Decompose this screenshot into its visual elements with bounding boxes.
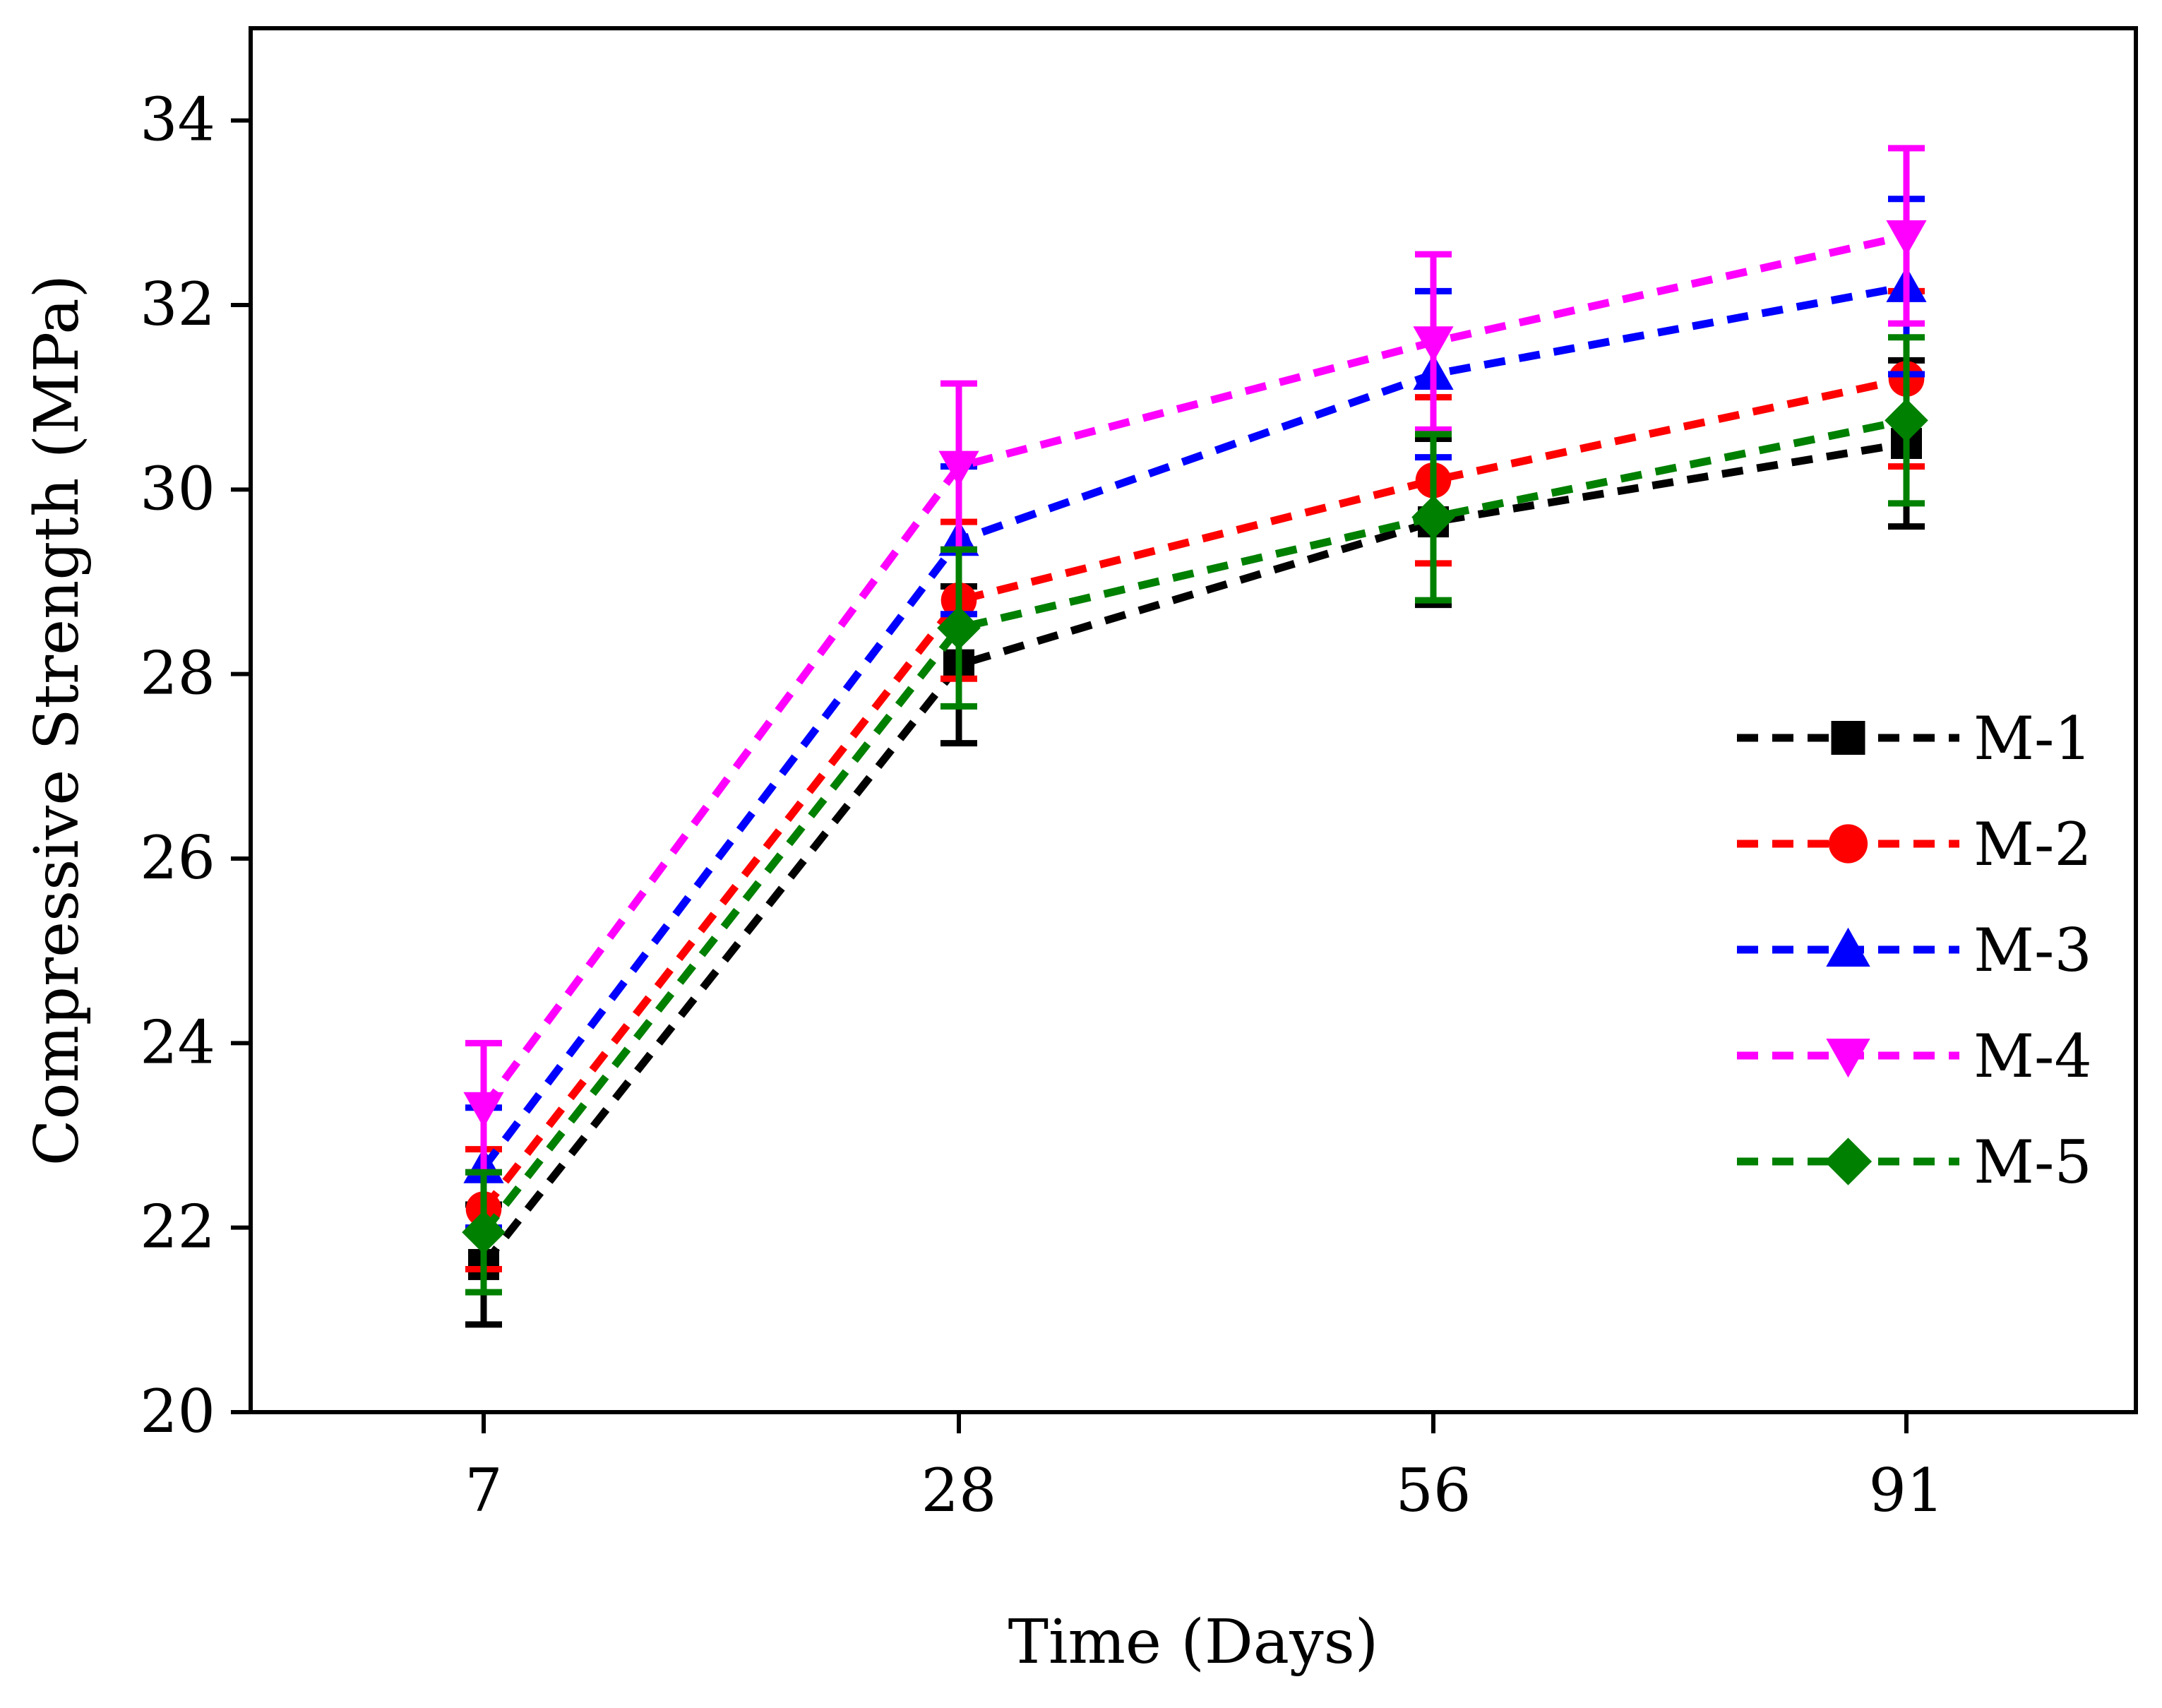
- y-tick-label: 22: [140, 1193, 215, 1262]
- legend-marker: [1826, 927, 1870, 967]
- legend-label: M-4: [1973, 1022, 2092, 1091]
- legend-label: M-2: [1973, 810, 2092, 879]
- data-point: [1885, 398, 1928, 443]
- axes: 20 22 24 26 28 30 32 34 7 28 56 91: [140, 26, 2138, 1525]
- data-point: [462, 1210, 506, 1254]
- data-point: [1411, 495, 1455, 539]
- series-line: [480, 282, 1908, 1171]
- x-tick-label: 7: [465, 1456, 502, 1525]
- y-tick-label: 30: [140, 454, 215, 523]
- x-axis-title: Time (Days): [1008, 1607, 1379, 1678]
- legend-label: M-3: [1973, 916, 2092, 985]
- data-point: [463, 1092, 504, 1128]
- series-line: [480, 375, 1908, 1212]
- series-line: [480, 416, 1908, 1235]
- series-m-3: [463, 196, 1927, 1231]
- legend: M-1 M-2 M-3 M-4 M-5: [1737, 704, 2092, 1197]
- legend-item-m-4: M-4: [1737, 1022, 2092, 1091]
- data-point: [1886, 220, 1927, 256]
- series-m-2: [465, 287, 1925, 1272]
- series-layer: [462, 145, 1928, 1328]
- legend-item-m-3: M-3: [1737, 916, 2092, 985]
- x-tick-label: 56: [1396, 1456, 1471, 1525]
- legend-label: M-1: [1973, 704, 2092, 773]
- y-tick-label: 32: [140, 270, 215, 339]
- y-axis-title: Compressive Strength (MPa): [22, 275, 92, 1166]
- plot-frame: [249, 26, 2138, 1414]
- x-tick-label: 91: [1869, 1456, 1945, 1525]
- legend-label: M-5: [1973, 1128, 2092, 1197]
- y-tick-label: 34: [140, 85, 215, 155]
- data-point: [1413, 326, 1454, 362]
- legend-item-m-2: M-2: [1737, 810, 2092, 879]
- series-m-5: [462, 334, 1928, 1296]
- data-point: [938, 450, 979, 487]
- y-tick-label: 20: [140, 1377, 215, 1446]
- legend-marker: [1831, 721, 1865, 755]
- legend-item-m-5: M-5: [1737, 1128, 2092, 1197]
- data-point: [937, 606, 981, 650]
- series-line: [480, 439, 1907, 1267]
- x-tick-label: 28: [921, 1456, 997, 1525]
- series-line: [480, 232, 1908, 1111]
- legend-item-m-1: M-1: [1737, 704, 2092, 773]
- series-m-4: [463, 145, 1927, 1176]
- y-tick-label: 26: [140, 823, 215, 892]
- legend-marker: [1824, 1137, 1873, 1186]
- legend-marker: [1828, 824, 1868, 864]
- y-tick-label: 24: [140, 1008, 215, 1077]
- legend-marker: [1826, 1039, 1870, 1078]
- y-tick-label: 28: [140, 639, 215, 708]
